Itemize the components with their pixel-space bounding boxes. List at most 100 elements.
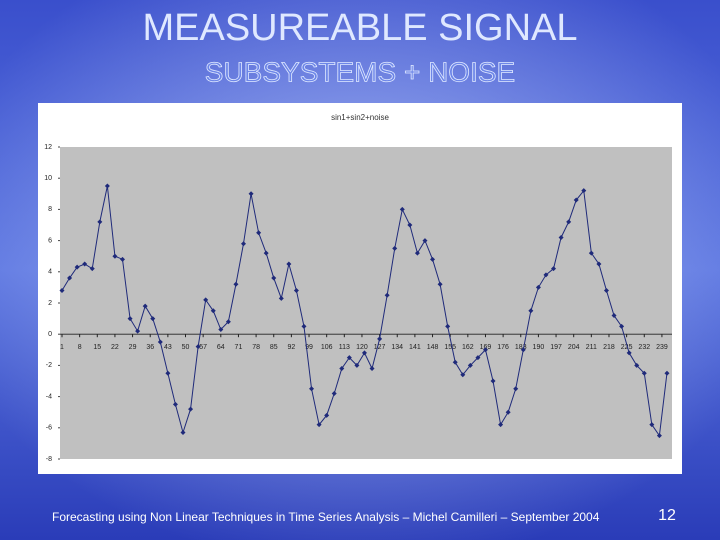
- y-tick-label: 4: [48, 269, 52, 276]
- data-point: [67, 275, 73, 281]
- data-point: [157, 339, 163, 345]
- data-point: [490, 378, 496, 384]
- x-tick-label: 113: [339, 344, 350, 351]
- x-tick-label: 120: [356, 344, 368, 351]
- data-point: [535, 284, 541, 290]
- x-tick-label: 225: [621, 344, 633, 351]
- x-tick-label: 64: [217, 344, 225, 351]
- data-point: [482, 347, 488, 353]
- data-point: [467, 362, 473, 368]
- data-point: [505, 409, 511, 415]
- data-point: [649, 422, 655, 428]
- data-point: [119, 256, 125, 262]
- data-point: [566, 219, 572, 225]
- data-point: [399, 206, 405, 212]
- x-tick-label: 106: [321, 344, 333, 351]
- data-point: [256, 230, 262, 236]
- data-point: [377, 336, 383, 342]
- data-point: [59, 288, 65, 294]
- x-tick-label: 43: [164, 344, 172, 351]
- x-tick-label: 197: [550, 344, 562, 351]
- x-tick-label: 218: [603, 344, 615, 351]
- x-tick-label: 232: [638, 344, 650, 351]
- data-point: [361, 350, 367, 356]
- data-point: [135, 328, 141, 334]
- data-point: [422, 238, 428, 244]
- data-point: [528, 308, 534, 314]
- x-tick-label: 134: [391, 344, 403, 351]
- data-point: [619, 323, 625, 329]
- data-point: [263, 250, 269, 256]
- data-point: [611, 312, 617, 318]
- data-point: [543, 272, 549, 278]
- data-point: [165, 370, 171, 376]
- data-point: [513, 386, 519, 392]
- data-point: [452, 359, 458, 365]
- data-point: [316, 422, 322, 428]
- x-tick-label: 92: [287, 344, 295, 351]
- data-point: [89, 266, 95, 272]
- data-point: [460, 372, 466, 378]
- data-point: [218, 327, 224, 333]
- data-point: [278, 295, 284, 301]
- data-point: [437, 281, 443, 287]
- data-point: [195, 344, 201, 350]
- plot-area: [60, 147, 672, 459]
- x-tick-label: 183: [515, 344, 527, 351]
- x-tick-label: 57: [199, 344, 207, 351]
- data-point: [293, 288, 299, 294]
- data-point: [641, 370, 647, 376]
- data-point: [588, 250, 594, 256]
- data-point: [558, 234, 564, 240]
- data-point: [339, 366, 345, 372]
- data-point: [573, 197, 579, 203]
- data-point: [233, 281, 239, 287]
- x-tick-label: 141: [409, 344, 421, 351]
- data-point: [430, 256, 436, 262]
- data-point: [414, 250, 420, 256]
- data-point: [596, 261, 602, 267]
- data-point: [626, 350, 632, 356]
- slide-subtitle: SUBSYSTEMS + NOISE: [205, 56, 515, 87]
- data-point: [354, 362, 360, 368]
- y-tick-label: -6: [46, 425, 52, 432]
- x-tick-label: 162: [462, 344, 474, 351]
- x-tick-label: 29: [129, 344, 137, 351]
- x-tick-label: 22: [111, 344, 119, 351]
- y-tick-label: 6: [48, 237, 52, 244]
- y-tick-label: -8: [46, 456, 52, 463]
- data-point: [127, 316, 133, 322]
- x-tick-label: 78: [252, 344, 260, 351]
- data-point: [188, 406, 194, 412]
- data-point: [309, 386, 315, 392]
- data-point: [392, 245, 398, 251]
- data-point: [369, 366, 375, 372]
- data-point: [74, 264, 80, 270]
- data-point: [210, 308, 216, 314]
- data-point: [271, 275, 277, 281]
- data-point: [664, 370, 670, 376]
- data-point: [97, 219, 103, 225]
- x-tick-label: 99: [305, 344, 313, 351]
- page-number: 12: [658, 507, 676, 524]
- y-tick-label: 12: [44, 144, 52, 151]
- data-point: [150, 316, 156, 322]
- y-tick-label: 2: [48, 300, 52, 307]
- data-point: [142, 303, 148, 309]
- data-point: [331, 390, 337, 396]
- data-point: [346, 355, 352, 361]
- data-point: [603, 288, 609, 294]
- x-tick-label: 176: [497, 344, 509, 351]
- x-tick-label: 239: [656, 344, 668, 351]
- data-point: [551, 266, 557, 272]
- footer: Forecasting using Non Linear Techniques …: [52, 510, 600, 524]
- y-tick-label: 0: [48, 331, 52, 338]
- x-tick-label: 85: [270, 344, 278, 351]
- chart-title: sin1+sin2+noise: [331, 113, 389, 122]
- y-tick-label: -4: [46, 393, 52, 400]
- y-tick-label: -2: [46, 362, 52, 369]
- x-tick-label: 8: [78, 344, 82, 351]
- data-point: [581, 188, 587, 194]
- data-point: [520, 347, 526, 353]
